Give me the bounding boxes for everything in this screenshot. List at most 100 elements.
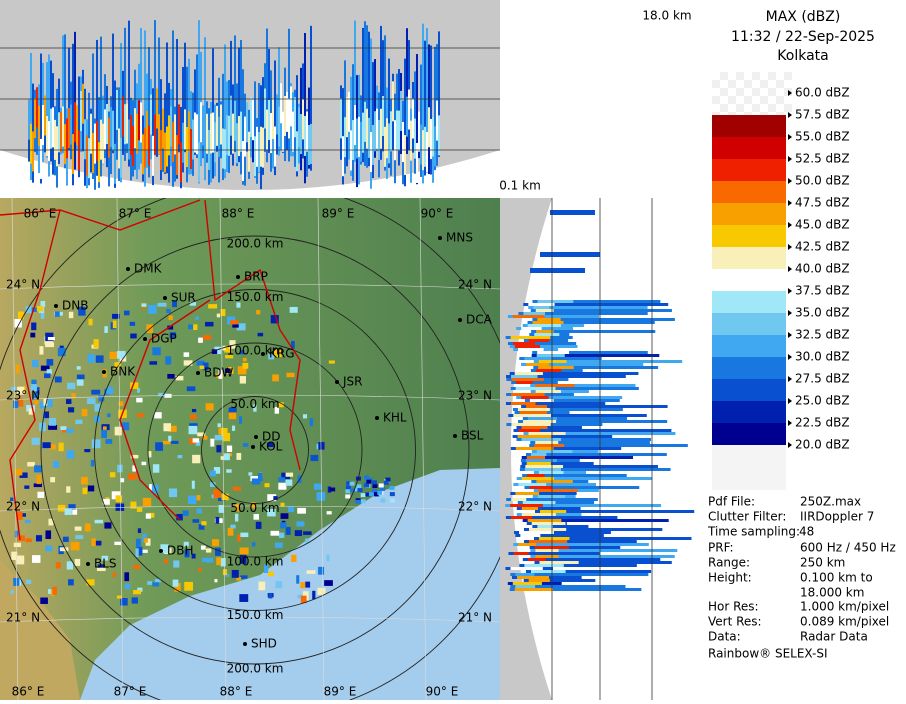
bottom-height: 0.1 km [499, 179, 541, 193]
echo [88, 138, 90, 179]
echo [48, 424, 58, 430]
echo [141, 303, 147, 307]
echo [524, 486, 640, 489]
echo [114, 426, 122, 436]
echo [55, 562, 61, 569]
echo [524, 399, 620, 402]
echo [168, 488, 178, 498]
echo [112, 572, 117, 577]
echo [274, 406, 280, 414]
echo [223, 432, 231, 442]
echo [373, 492, 379, 497]
echo [509, 588, 642, 591]
echo [116, 89, 118, 130]
echo [344, 60, 346, 174]
echo [510, 447, 622, 450]
echo [236, 302, 241, 308]
echo [242, 443, 249, 447]
echo [198, 142, 200, 183]
range-label: 50.0 km [230, 397, 279, 411]
echo [507, 342, 577, 345]
echo [272, 114, 274, 169]
echo [118, 128, 120, 169]
echo [278, 477, 285, 482]
echo [87, 353, 95, 363]
echo [374, 59, 376, 158]
legend-swatch [712, 401, 786, 423]
echo [327, 486, 332, 493]
echo [529, 444, 688, 447]
echo [45, 342, 55, 348]
echo [354, 105, 356, 146]
echo [220, 558, 226, 567]
echo [536, 450, 573, 453]
echo [115, 495, 123, 503]
info-value: 0.100 km to [800, 571, 873, 585]
echo [198, 337, 203, 343]
echo [416, 54, 418, 185]
range-label: 200.0 km [227, 662, 284, 676]
echo [134, 108, 136, 149]
echo [76, 366, 81, 370]
echo [366, 108, 368, 149]
echo [389, 485, 395, 490]
legend-label: 32.5 dBZ [795, 328, 850, 342]
echo [386, 118, 388, 159]
echo [194, 112, 196, 153]
echo [168, 115, 170, 156]
echo [142, 497, 152, 507]
echo [326, 554, 330, 562]
echo [184, 549, 190, 558]
echo [48, 121, 50, 162]
echo [378, 119, 380, 160]
echo [328, 360, 335, 364]
echo [256, 310, 261, 315]
legend-label: 25.0 dBZ [795, 394, 850, 408]
echo [258, 132, 260, 173]
legend-tick [788, 310, 792, 316]
echo [81, 408, 88, 417]
echo [105, 439, 113, 444]
echo [516, 507, 581, 510]
echo [30, 332, 36, 338]
echo [511, 378, 544, 381]
echo [537, 495, 566, 498]
echo [136, 113, 138, 154]
echo [170, 440, 179, 444]
info-value: Radar Data [800, 630, 868, 644]
echo [205, 403, 214, 411]
echo [510, 585, 626, 588]
echo [508, 552, 600, 555]
echo [94, 519, 104, 524]
echo [109, 351, 118, 360]
top-section [0, 0, 500, 190]
echo [31, 437, 40, 445]
echo [193, 324, 198, 331]
echo [209, 470, 216, 477]
echo [513, 552, 529, 555]
echo [200, 102, 202, 143]
echo [278, 532, 285, 538]
checker [776, 72, 784, 80]
checker [728, 96, 736, 104]
echo [238, 47, 240, 163]
lon-label: 89° E [324, 685, 357, 699]
echo [364, 21, 366, 166]
echo [32, 393, 38, 400]
echo [93, 339, 99, 348]
echo [535, 441, 559, 444]
meridian [116, 198, 124, 700]
echo [66, 486, 71, 493]
parallel [0, 283, 500, 290]
legend-swatch [712, 335, 786, 357]
echo [13, 400, 19, 408]
echo [537, 318, 561, 321]
echo [430, 45, 432, 175]
echo [256, 126, 258, 167]
echo [45, 545, 53, 552]
echo [273, 349, 282, 358]
echo [408, 89, 410, 130]
echo [227, 527, 234, 536]
echo [414, 118, 416, 159]
echo [52, 586, 57, 595]
